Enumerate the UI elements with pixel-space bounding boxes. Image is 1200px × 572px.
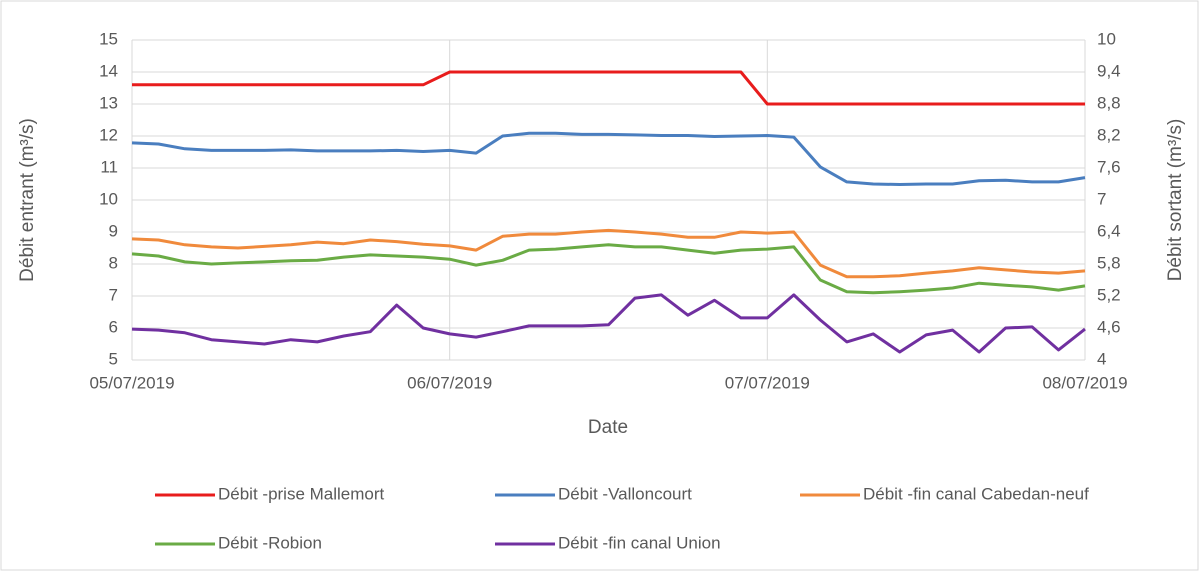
y-tick-label: 8 [109,253,118,272]
y2-tick-label: 10 [1097,29,1116,48]
y2-tick-label: 8,8 [1097,93,1121,112]
y2-tick-label: 9,4 [1097,61,1121,80]
y-tick-label: 11 [100,157,118,176]
x-tick-label: 08/07/2019 [1042,373,1127,392]
y2-tick-label: 5,8 [1097,253,1121,272]
y-tick-label: 14 [99,61,118,80]
y-tick-label: 15 [99,29,118,48]
x-tick-label: 05/07/2019 [89,373,174,392]
legend-label: Débit -prise Mallemort [218,484,385,503]
y-tick-label: 10 [99,189,118,208]
y2-tick-label: 8,2 [1097,125,1121,144]
y2-axis-title: Débit sortant (m³/s) [1165,119,1186,282]
legend-label: Débit -fin canal Union [558,533,721,552]
series-line [131,293,1086,354]
series-line [131,131,1086,186]
series-line [131,228,1086,279]
series-line [131,243,1086,295]
x-tick-label: 06/07/2019 [407,373,492,392]
y2-tick-label: 6,4 [1097,221,1121,240]
y2-tick-label: 7,6 [1097,157,1121,176]
y2-tick-label: 4 [1097,349,1106,368]
legend-label: Débit -Valloncourt [558,484,692,503]
y2-tick-label: 4,6 [1097,317,1121,336]
x-tick-label: 07/07/2019 [725,373,810,392]
y-tick-label: 7 [109,285,118,304]
y-axis-title: Débit entrant (m³/s) [17,118,38,282]
y-tick-label: 5 [109,349,118,368]
y-tick-label: 12 [99,125,118,144]
y2-tick-label: 5,2 [1097,285,1121,304]
x-axis-title: Date [588,417,628,438]
legend-label: Débit -Robion [218,533,322,552]
y-tick-label: 6 [109,317,118,336]
legend-label: Débit -fin canal Cabedan-neuf [863,484,1089,503]
y-tick-label: 13 [99,93,118,112]
y-tick-label: 9 [109,221,118,240]
y2-tick-label: 7 [1097,189,1106,208]
series-line [132,70,1085,106]
